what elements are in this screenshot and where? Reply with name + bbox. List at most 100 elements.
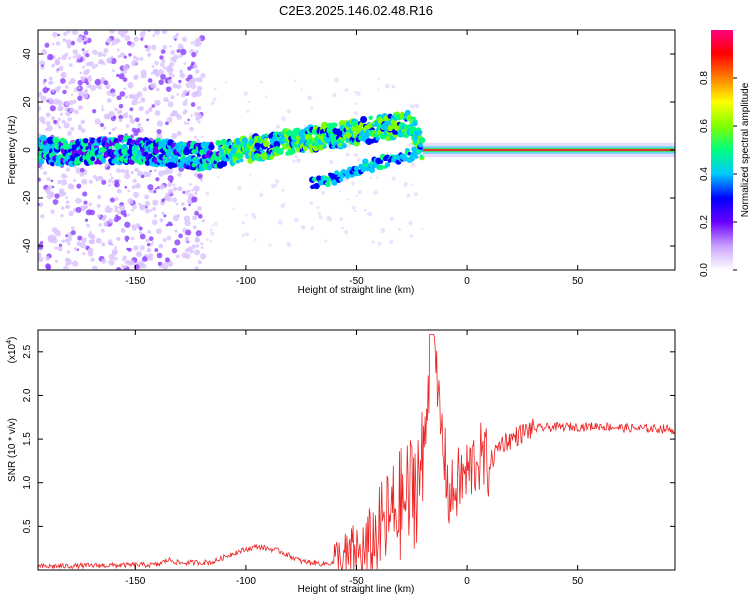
spectrogram-cell: [189, 183, 192, 186]
spectrogram-cell: [192, 225, 197, 230]
spectrogram-cell: [344, 229, 349, 235]
spectrogram-cell: [186, 189, 191, 194]
spectrogram-cell: [118, 103, 124, 109]
spectrogram-cell: [147, 229, 152, 234]
spectrogram-cell: [132, 226, 137, 231]
spectrogram-y-tick-label: 40: [22, 48, 33, 60]
spectrogram-cell: [165, 86, 172, 92]
spectrogram-cell: [389, 125, 395, 131]
spectrogram-cell: [244, 232, 250, 237]
spectrogram-cell: [122, 255, 127, 261]
spectrogram-band-core: [422, 149, 675, 151]
spectrogram-cell: [409, 233, 414, 238]
spectrogram-cell: [150, 82, 157, 89]
spectrogram-cell: [95, 237, 102, 244]
spectrogram-cell: [194, 249, 201, 256]
spectrogram-cell: [152, 207, 157, 211]
spectrogram-cell: [124, 221, 131, 228]
spectrogram-cell: [39, 166, 44, 170]
spectrogram-cell: [161, 30, 168, 35]
spectrogram-cell: [101, 242, 106, 247]
spectrogram-cell: [70, 93, 74, 97]
spectrogram-cell: [62, 38, 67, 43]
spectrogram-cell: [161, 198, 165, 203]
spectrogram-cell: [220, 160, 228, 167]
spectrogram-cell: [60, 78, 66, 84]
snr-x-tick-label: -150: [125, 576, 145, 587]
spectrogram-cell: [132, 204, 137, 210]
spectrogram-cell: [96, 203, 101, 208]
spectrogram-cell: [403, 181, 409, 187]
spectrogram-cell: [38, 256, 44, 263]
spectrogram-cell: [354, 90, 357, 94]
spectrogram-cell: [166, 117, 173, 123]
spectrogram-cell: [64, 101, 70, 107]
colorbar-tick-label: 0.6: [699, 119, 710, 133]
spectrogram-cell: [88, 231, 92, 234]
spectrogram-cell: [182, 100, 188, 107]
spectrogram-cell: [310, 226, 314, 231]
spectrogram-cell: [391, 176, 396, 181]
spectrogram-cell: [347, 198, 350, 201]
spectrogram-cell: [133, 245, 139, 251]
spectrogram-cell: [307, 95, 313, 101]
spectrogram-cell: [117, 109, 123, 115]
spectrogram-cell: [295, 157, 301, 163]
spectrogram-cell: [81, 77, 86, 82]
spectrogram-cell: [176, 114, 182, 120]
spectrogram-cell: [185, 82, 192, 88]
snr-y-tick-label: 1.5: [22, 432, 33, 446]
spectrogram-cell: [406, 193, 411, 198]
spectrogram-cell: [213, 222, 218, 226]
spectrogram-cell: [58, 243, 63, 248]
spectrogram-cell: [170, 49, 176, 55]
spectrogram-cell: [116, 48, 120, 52]
spectrogram-cell: [375, 136, 380, 141]
spectrogram-cell: [69, 184, 75, 190]
spectrogram-cell: [187, 122, 190, 125]
spectrogram-cell: [172, 110, 179, 117]
spectrogram-cell: [50, 209, 55, 214]
spectrogram-cell: [65, 111, 71, 117]
spectrogram-cell: [63, 122, 70, 129]
spectrogram-cell: [178, 54, 182, 58]
snr-x-tick-label: 0: [464, 576, 470, 587]
spectrogram-cell: [142, 86, 148, 92]
spectrogram-cell: [241, 220, 246, 225]
spectrogram-cell: [61, 239, 65, 243]
spectrogram-cell: [408, 142, 414, 148]
spectrogram-x-tick-label: 50: [572, 276, 584, 287]
spectrogram-cell: [246, 109, 250, 114]
spectrogram-cell: [167, 182, 173, 188]
spectrogram-cell: [78, 90, 85, 97]
spectrogram-cell: [86, 49, 89, 53]
spectrogram-cell: [113, 138, 118, 143]
spectrogram-cell: [97, 51, 104, 58]
spectrogram-cell: [183, 62, 187, 65]
spectrogram-cell: [197, 213, 203, 219]
spectrogram-cell: [338, 189, 341, 192]
spectrogram-cell: [115, 38, 120, 43]
spectrogram-cell: [215, 139, 222, 146]
spectrogram-cell: [57, 179, 62, 185]
spectrogram-cell: [191, 196, 198, 203]
spectrogram-cell: [107, 218, 114, 224]
colorbar-label: Normalized spectral amplitude: [740, 82, 750, 217]
spectrogram-cell: [94, 78, 101, 86]
spectrogram-cell: [163, 66, 167, 70]
spectrogram-cell: [200, 253, 207, 260]
spectrogram-cell: [159, 184, 165, 190]
spectrogram-cell: [64, 205, 68, 209]
spectrogram-cell: [81, 48, 85, 52]
spectrogram-cell: [136, 149, 142, 155]
spectrogram-cell: [82, 191, 88, 197]
spectrogram-cell: [116, 95, 122, 101]
spectrogram-cell: [345, 174, 350, 180]
spectrogram-cell: [43, 78, 47, 82]
spectrogram-x-tick-label: -100: [236, 276, 256, 287]
spectrogram-cell: [194, 210, 199, 216]
spectrogram-cell: [131, 42, 135, 45]
spectrogram-cell: [172, 215, 179, 222]
snr-y-tick-label: 1.0: [22, 475, 33, 489]
spectrogram-x-tick-label: -150: [125, 276, 145, 287]
